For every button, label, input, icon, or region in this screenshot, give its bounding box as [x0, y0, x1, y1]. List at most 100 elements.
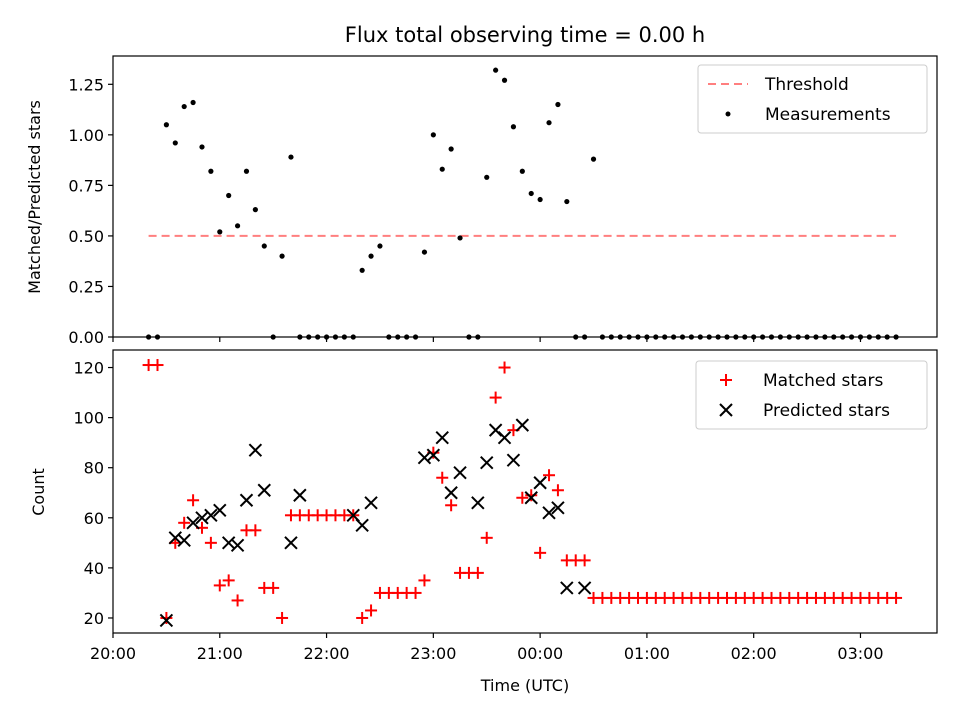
bottom-y-axis-label: Count	[29, 468, 48, 516]
measurement-point	[715, 334, 721, 340]
predicted-star-point	[560, 581, 574, 595]
measurement-point	[644, 334, 650, 340]
top-legend-box	[697, 64, 928, 134]
predicted-star-point	[230, 538, 245, 553]
measurement-point	[315, 334, 321, 340]
measurement-point	[226, 192, 232, 199]
predicted-star-point	[257, 483, 271, 497]
predicted-star-point	[221, 536, 236, 550]
measurement-point	[412, 334, 419, 340]
measurement-point	[590, 156, 597, 162]
x-axis-label: Time (UTC)	[480, 676, 569, 695]
predicted-star-point	[248, 443, 263, 457]
legend-matched-label: Matched stars	[763, 371, 883, 391]
measurement-point	[519, 168, 525, 174]
matched-star-point	[489, 391, 502, 404]
predicted-star-point	[355, 518, 369, 533]
bottom-y-tick-label: 20	[84, 609, 104, 628]
predicted-star-point	[284, 536, 298, 550]
measurement-point	[626, 334, 632, 340]
measurement-point	[368, 253, 374, 259]
predicted-star-point	[213, 503, 227, 517]
x-tick-label: 22:00	[304, 644, 350, 663]
measurement-point	[430, 132, 436, 138]
measurement-point	[804, 334, 810, 340]
top-legend: Threshold Measurements	[697, 64, 928, 134]
measurement-point	[724, 334, 730, 340]
measurement-point	[466, 334, 472, 340]
legend-measurements-swatch	[725, 111, 731, 117]
matched-star-point	[480, 531, 493, 544]
x-tick-label: 00:00	[517, 644, 563, 663]
predicted-star-point	[444, 486, 458, 500]
measurement-point	[457, 235, 463, 241]
predicted-star-point	[364, 496, 378, 510]
measurement-point	[662, 334, 668, 340]
measurement-point	[181, 103, 187, 110]
measurement-point	[395, 334, 401, 340]
predicted-star-point	[293, 488, 307, 502]
measurement-point	[493, 67, 499, 73]
legend-predicted-swatch	[719, 403, 733, 417]
bottom-y-tick-label: 80	[84, 459, 104, 478]
measurement-point	[252, 207, 258, 213]
measurement-point	[475, 334, 481, 340]
predicted-star-point	[159, 613, 174, 628]
measurement-point	[297, 334, 303, 340]
measurement-point	[154, 334, 161, 340]
matched-star-point	[418, 574, 431, 587]
matched-star-point	[551, 484, 564, 497]
measurement-point	[546, 120, 552, 126]
predicted-star-point	[524, 491, 538, 505]
top-y-tick-label: 0.75	[68, 176, 104, 195]
bottom-y-tick-label: 40	[84, 559, 104, 578]
matched-star-point	[267, 581, 280, 594]
measurement-point	[306, 334, 312, 340]
measurement-point	[386, 334, 392, 340]
matched-star-point	[445, 499, 458, 512]
matched-stars-points	[142, 359, 903, 624]
bottom-axes-frame	[112, 349, 938, 634]
predicted-star-point	[204, 508, 218, 522]
matched-star-point	[356, 611, 369, 624]
measurement-point	[377, 243, 383, 249]
predicted-star-point	[186, 516, 200, 530]
measurement-point	[208, 168, 214, 174]
measurement-point	[199, 144, 205, 150]
x-tick-label: 20:00	[90, 644, 136, 663]
measurement-point	[439, 166, 445, 172]
measurement-point	[848, 334, 855, 340]
predicted-star-point	[239, 493, 254, 507]
x-tick-label: 01:00	[624, 644, 670, 663]
measurement-point	[617, 334, 623, 340]
top-y-tick-label: 0.25	[68, 277, 104, 296]
predicted-star-point	[506, 453, 521, 467]
measurement-point	[484, 174, 490, 180]
measurement-point	[671, 334, 677, 340]
predicted-star-point	[542, 506, 556, 520]
bottom-y-tick-label: 120	[73, 359, 104, 378]
measurement-point	[866, 334, 872, 340]
top-y-tick-label: 1.00	[68, 126, 104, 145]
measurement-point	[217, 229, 223, 235]
measurement-point	[795, 334, 801, 340]
predicted-star-point	[533, 476, 547, 490]
measurement-point	[288, 154, 294, 160]
predicted-star-point	[426, 448, 441, 462]
measurement-point	[840, 334, 846, 340]
measurement-point	[688, 334, 695, 340]
measurement-point	[786, 334, 792, 340]
measurement-point	[768, 334, 775, 340]
measurement-point	[582, 334, 588, 340]
measurement-point	[599, 334, 606, 340]
matched-star-point	[409, 586, 422, 599]
measurement-point	[350, 334, 356, 340]
matched-star-point	[213, 579, 226, 592]
bottom-y-tick-label: 100	[73, 409, 104, 428]
chart-title: Flux total observing time = 0.00 h	[345, 23, 705, 47]
matched-star-point	[231, 594, 244, 607]
measurement-point	[733, 334, 739, 340]
bottom-legend: Matched stars Predicted stars	[695, 360, 928, 430]
bottom-legend-box	[695, 360, 928, 430]
measurement-point	[697, 334, 703, 340]
